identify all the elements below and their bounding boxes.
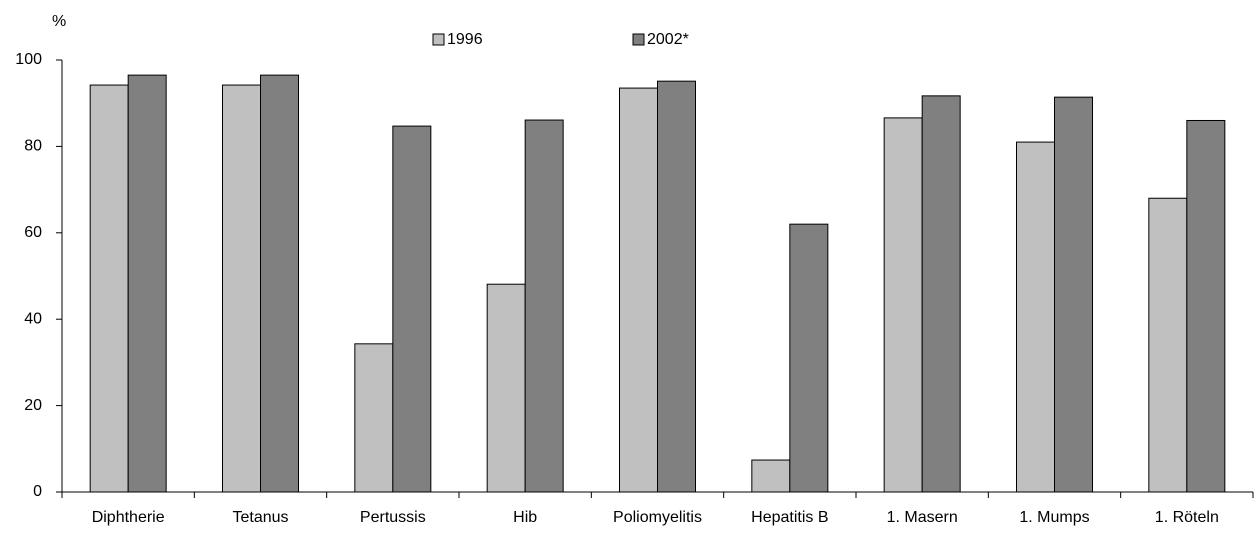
bar	[1148, 197, 1188, 493]
y-tick-label: 60	[24, 224, 42, 241]
bar	[883, 117, 923, 493]
x-tick-label: Hepatitis B	[751, 509, 828, 526]
bar	[1054, 96, 1093, 493]
y-tick-label: 40	[24, 310, 42, 327]
y-tick-label: 80	[24, 138, 42, 155]
bar	[524, 119, 564, 493]
legend-swatch	[432, 33, 445, 46]
bar	[127, 74, 167, 493]
bar	[89, 84, 129, 493]
x-tick-label: 1. Mumps	[1019, 509, 1089, 526]
bar	[619, 87, 658, 493]
legend-label: 2002*	[647, 31, 689, 48]
y-tick-label: 0	[33, 483, 42, 500]
x-tick-label: 1. Röteln	[1155, 509, 1219, 526]
bar	[789, 223, 829, 493]
bar	[751, 459, 791, 493]
bar	[392, 125, 432, 493]
x-tick-label: 1. Masern	[887, 509, 958, 526]
y-tick-label: 100	[15, 51, 42, 68]
bar	[1016, 141, 1055, 493]
x-tick-label: Poliomyelitis	[613, 509, 702, 526]
bar	[1186, 119, 1226, 493]
bar	[657, 80, 696, 493]
y-axis-label: %	[52, 13, 66, 30]
bar	[354, 343, 394, 493]
x-tick-label: Tetanus	[232, 509, 288, 526]
legend-label: 1996	[447, 31, 483, 48]
bar	[260, 74, 299, 493]
bar	[486, 283, 526, 493]
x-tick-label: Hib	[513, 509, 537, 526]
bar	[222, 84, 261, 493]
x-tick-label: Diphtherie	[92, 509, 165, 526]
bar	[921, 95, 961, 493]
x-tick-label: Pertussis	[360, 509, 426, 526]
y-tick-label: 20	[24, 397, 42, 414]
legend-swatch	[632, 33, 645, 46]
